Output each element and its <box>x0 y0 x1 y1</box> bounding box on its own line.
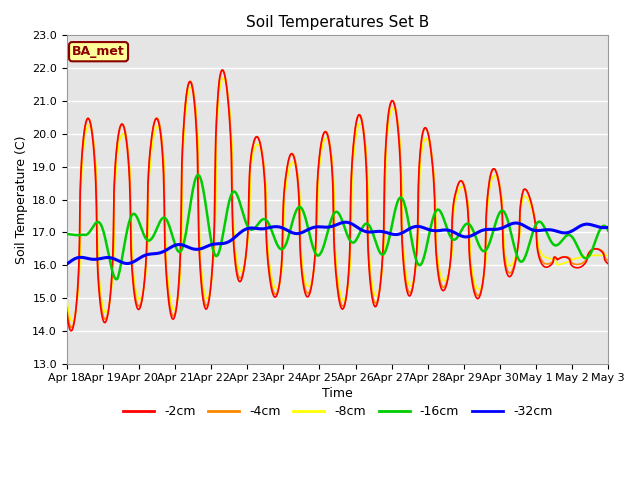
-16cm <box>425 233 433 239</box>
-32cm <box>424 227 432 232</box>
-4cm <box>63 304 70 310</box>
-8cm <box>227 129 235 134</box>
Title: Soil Temperatures Set B: Soil Temperatures Set B <box>246 15 429 30</box>
-16cm <box>113 276 120 282</box>
X-axis label: Time: Time <box>322 387 353 400</box>
-16cm <box>227 192 235 198</box>
-4cm <box>219 68 227 73</box>
-4cm <box>275 286 282 291</box>
-8cm <box>275 283 282 289</box>
-4cm <box>68 324 76 330</box>
-16cm <box>254 221 262 227</box>
Line: -8cm: -8cm <box>67 78 608 321</box>
-2cm <box>67 328 75 334</box>
-4cm <box>254 134 262 140</box>
-16cm <box>194 172 202 178</box>
-32cm <box>127 260 134 266</box>
-2cm <box>227 150 235 156</box>
-2cm <box>604 261 612 267</box>
-8cm <box>254 142 262 147</box>
-32cm <box>273 224 281 229</box>
-8cm <box>395 126 403 132</box>
-4cm <box>395 128 403 133</box>
-2cm <box>63 310 70 315</box>
-4cm <box>425 133 433 139</box>
-16cm <box>395 197 403 203</box>
Y-axis label: Soil Temperature (C): Soil Temperature (C) <box>15 135 28 264</box>
-4cm <box>127 237 135 242</box>
-32cm <box>226 238 234 244</box>
Line: -2cm: -2cm <box>67 70 608 331</box>
-2cm <box>275 286 282 292</box>
Text: BA_met: BA_met <box>72 45 125 58</box>
-4cm <box>227 139 235 145</box>
-32cm <box>604 225 612 230</box>
-4cm <box>604 258 612 264</box>
Line: -16cm: -16cm <box>67 175 608 279</box>
Line: -32cm: -32cm <box>67 222 608 264</box>
-16cm <box>63 231 70 237</box>
-32cm <box>63 261 70 267</box>
-8cm <box>219 75 227 81</box>
-2cm <box>254 135 262 141</box>
Legend: -2cm, -4cm, -8cm, -16cm, -32cm: -2cm, -4cm, -8cm, -16cm, -32cm <box>118 400 557 423</box>
-2cm <box>218 67 226 73</box>
-32cm <box>394 231 402 237</box>
-16cm <box>604 228 612 234</box>
Line: -4cm: -4cm <box>67 71 608 327</box>
-16cm <box>127 214 135 220</box>
-8cm <box>425 141 433 146</box>
-8cm <box>63 295 70 300</box>
-8cm <box>604 252 612 258</box>
-32cm <box>342 219 349 225</box>
-32cm <box>253 226 260 231</box>
-2cm <box>425 134 433 140</box>
-8cm <box>127 188 135 194</box>
-2cm <box>127 247 135 253</box>
-8cm <box>68 318 76 324</box>
-16cm <box>275 244 282 250</box>
-2cm <box>395 133 403 139</box>
